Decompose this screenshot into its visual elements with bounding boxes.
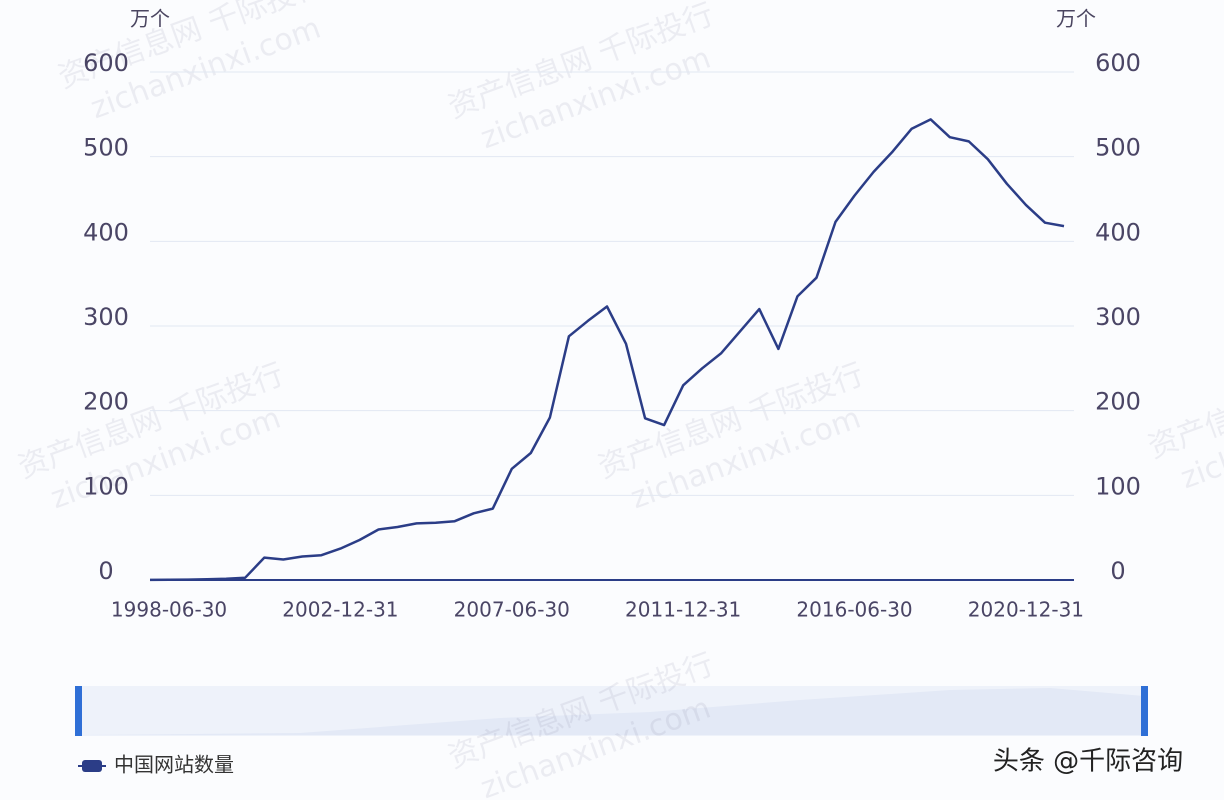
y2-tick-label: 200 <box>1095 388 1141 416</box>
data-line <box>149 118 1065 582</box>
x-tick-label: 1998-06-30 <box>111 598 227 622</box>
x-tick-label: 2007-06-30 <box>454 598 570 622</box>
slider-handle[interactable] <box>75 686 82 736</box>
x-tick-label: 2020-12-31 <box>968 598 1084 622</box>
y-tick-label: 400 <box>83 218 129 246</box>
y-tick-label: 500 <box>83 134 129 162</box>
y2-axis-unit: 万个 <box>1056 7 1096 31</box>
y-tick-label: 300 <box>83 303 129 331</box>
y-tick-label: 600 <box>83 49 129 77</box>
y-tick-label: 0 <box>98 557 113 585</box>
y2-tick-label: 100 <box>1095 472 1141 500</box>
data-zoom-slider[interactable] <box>75 686 1148 736</box>
y2-tick-label: 500 <box>1095 134 1141 162</box>
y-tick-label: 200 <box>83 388 129 416</box>
y2-tick-label: 600 <box>1095 49 1141 77</box>
x-tick-label: 2011-12-31 <box>625 598 741 622</box>
y-axis-unit: 万个 <box>130 7 170 31</box>
legend-label: 中国网站数量 <box>114 753 234 777</box>
slider-preview <box>80 688 1144 735</box>
y2-tick-label: 400 <box>1095 218 1141 246</box>
y2-tick-label: 300 <box>1095 303 1141 331</box>
y2-tick-label: 0 <box>1110 557 1125 585</box>
credit: 头条 @千际咨询 <box>993 747 1183 777</box>
x-tick-label: 2016-06-30 <box>796 598 912 622</box>
x-tick-label: 2002-12-31 <box>282 598 398 622</box>
y-tick-label: 100 <box>83 472 129 500</box>
slider-handle[interactable] <box>1141 686 1148 736</box>
